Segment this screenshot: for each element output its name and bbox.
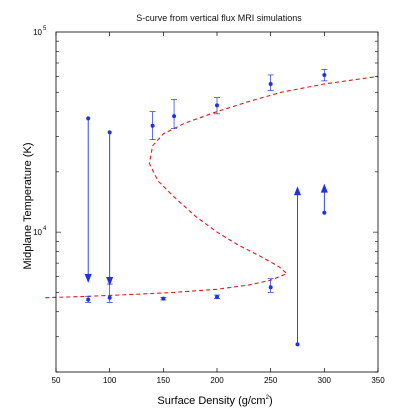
data-point-0 bbox=[85, 295, 92, 303]
x-tick-label: 350 bbox=[371, 376, 385, 385]
data-point-13 bbox=[107, 130, 112, 135]
data-point-2 bbox=[149, 111, 156, 140]
y-tick-label-exponent: 5 bbox=[43, 26, 47, 32]
data-marker bbox=[268, 285, 273, 290]
arrow-1 bbox=[106, 132, 114, 286]
data-marker bbox=[215, 294, 219, 299]
data-marker bbox=[107, 130, 112, 135]
data-point-10 bbox=[295, 342, 300, 347]
y-tick-label-exponent: 4 bbox=[43, 226, 47, 232]
data-marker bbox=[215, 103, 219, 108]
data-point-9 bbox=[321, 69, 328, 82]
x-tick-label: 300 bbox=[318, 376, 332, 385]
arrow-0 bbox=[84, 118, 92, 283]
arrow-2 bbox=[294, 186, 301, 345]
data-point-8 bbox=[267, 74, 274, 91]
x-axis-label-main: Surface Density (g/cm bbox=[157, 395, 265, 407]
plot-area bbox=[45, 69, 379, 347]
data-point-7 bbox=[267, 278, 274, 293]
x-axis-label-superscript: 2 bbox=[266, 395, 270, 401]
s-curve-line bbox=[45, 75, 379, 299]
x-tick-label: 50 bbox=[52, 376, 61, 385]
arrow-3 bbox=[320, 183, 328, 213]
arrow-head bbox=[294, 186, 301, 196]
data-point-12 bbox=[86, 116, 91, 121]
data-marker bbox=[295, 342, 300, 347]
x-axis-label-end: ) bbox=[269, 395, 273, 407]
data-marker bbox=[172, 114, 177, 119]
data-point-5 bbox=[214, 294, 220, 300]
data-marker bbox=[322, 210, 327, 215]
x-axis-label: Surface Density (g/cm2) bbox=[157, 395, 272, 407]
data-marker bbox=[322, 72, 327, 77]
data-point-11 bbox=[322, 210, 327, 215]
chart-title: S-curve from vertical flux MRI simulatio… bbox=[136, 13, 302, 23]
arrow-head bbox=[84, 273, 92, 283]
arrow-head bbox=[106, 276, 114, 286]
data-marker bbox=[107, 295, 112, 300]
data-marker bbox=[161, 296, 166, 301]
data-point-4 bbox=[171, 99, 178, 129]
data-point-6 bbox=[214, 97, 220, 115]
data-marker bbox=[86, 116, 91, 121]
x-tick-label: 100 bbox=[103, 376, 117, 385]
data-point-1 bbox=[106, 283, 113, 303]
data-point-3 bbox=[160, 296, 167, 301]
data-marker bbox=[86, 297, 91, 302]
data-marker bbox=[150, 123, 155, 128]
data-marker bbox=[268, 81, 273, 86]
y-axis-label: Midplane Temperature (K) bbox=[22, 143, 34, 270]
x-tick-label: 250 bbox=[264, 376, 278, 385]
x-tick-label: 150 bbox=[157, 376, 171, 385]
x-tick-label: 200 bbox=[210, 376, 224, 385]
y-tick-label: 10 bbox=[33, 228, 42, 237]
y-tick-label: 10 bbox=[33, 28, 42, 37]
arrow-head bbox=[320, 183, 328, 193]
